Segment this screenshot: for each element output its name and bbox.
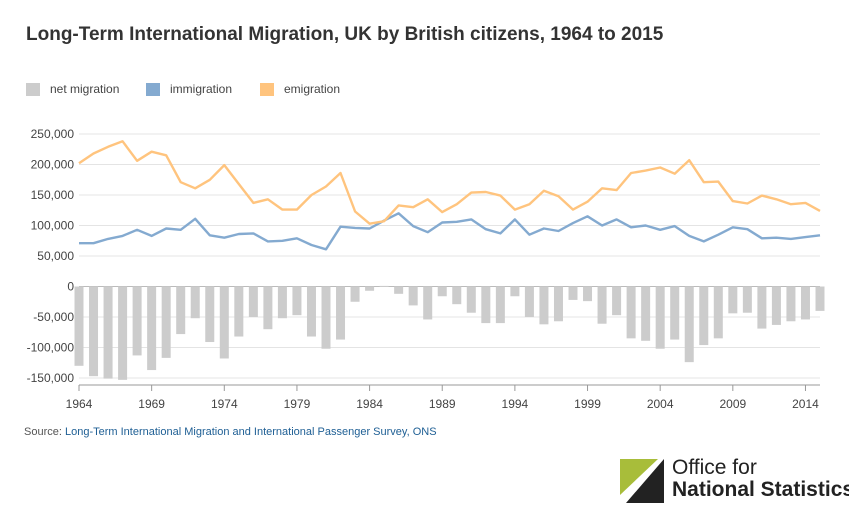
net-migration-bar <box>771 286 781 325</box>
y-tick-label: 250,000 <box>31 127 75 141</box>
net-migration-bar <box>321 286 331 349</box>
source-link[interactable]: Long-Term International Migration and In… <box>64 426 437 438</box>
net-migration-bar <box>583 286 593 302</box>
y-tick-label: 100,000 <box>31 219 75 233</box>
net-migration-bar <box>728 286 738 314</box>
net-migration-bar <box>495 286 505 324</box>
net-migration-bar <box>89 286 99 377</box>
x-tick-label: 1989 <box>429 397 456 411</box>
y-tick-label: -150,000 <box>27 371 75 385</box>
ons-logo-text: Office for National Statistics <box>672 457 849 501</box>
net-migration-bar <box>670 286 680 340</box>
net-migration-bar <box>815 286 825 311</box>
legend-swatch-immigration <box>146 82 160 96</box>
ons-logo: Office for National Statistics <box>620 455 849 505</box>
x-tick-label: 2009 <box>719 397 746 411</box>
net-migration-bar <box>365 286 375 291</box>
net-migration-bar <box>597 286 607 324</box>
ons-logo-mark-icon <box>620 459 664 503</box>
net-migration-bar <box>786 286 796 322</box>
legend-item-immigration[interactable]: immigration <box>146 82 232 96</box>
ons-logo-line2: National Statistics <box>672 478 849 501</box>
net-migration-bar <box>742 286 752 313</box>
net-migration-bar <box>118 286 128 380</box>
net-migration-bar <box>103 286 113 379</box>
x-tick-label: 2014 <box>792 397 819 411</box>
x-tick-label: 1974 <box>211 397 238 411</box>
net-migration-bar <box>641 286 651 341</box>
net-migration-bar <box>176 286 186 335</box>
net-migration-bar <box>190 286 200 319</box>
x-tick-label: 1969 <box>138 397 165 411</box>
net-migration-bar <box>263 286 273 330</box>
legend-label-net-migration: net migration <box>50 82 120 96</box>
net-migration-bar <box>626 286 636 339</box>
y-tick-label: 200,000 <box>31 158 75 172</box>
immigration-line <box>79 212 821 251</box>
net-migration-bar <box>510 286 520 297</box>
net-migration-bar <box>800 286 810 320</box>
net-migration-bar <box>205 286 215 343</box>
emigration-line <box>78 140 821 225</box>
net-migration-bar <box>350 286 360 302</box>
net-migration-bar <box>553 286 563 322</box>
y-tick-label: 150,000 <box>31 188 75 202</box>
legend-label-emigration: emigration <box>284 82 341 96</box>
net-migration-bar <box>539 286 549 325</box>
chart-plot-area: -150,000 -100,000 -50,000 0 50,000 100,000 150… <box>27 127 825 411</box>
net-migration-bar <box>684 286 694 363</box>
net-migration-bar <box>481 286 491 324</box>
net-migration-bar <box>423 286 433 320</box>
legend-swatch-net-migration <box>26 82 40 96</box>
net-migration-bar <box>568 286 578 300</box>
net-migration-bar <box>234 286 244 337</box>
net-migration-bar <box>306 286 316 337</box>
net-migration-bar <box>219 286 229 359</box>
net-migration-bar <box>437 286 447 297</box>
legend-label-immigration: immigration <box>170 82 233 96</box>
net-migration-bar <box>452 286 462 305</box>
x-tick-label: 1984 <box>356 397 383 411</box>
net-migration-bar <box>277 286 287 319</box>
y-tick-label: -100,000 <box>27 341 75 355</box>
legend-swatch-emigration <box>260 82 274 96</box>
net-migration-bar <box>74 286 84 366</box>
net-migration-bar <box>132 286 142 356</box>
x-tick-label: 1964 <box>66 397 93 411</box>
source-prefix: Source: <box>24 426 62 438</box>
net-migration-bar <box>248 286 258 317</box>
x-tick-label: 1979 <box>284 397 311 411</box>
net-migration-bar <box>379 285 389 287</box>
net-migration-bar <box>524 286 534 317</box>
x-tick-label: 1999 <box>574 397 601 411</box>
net-migration-bar <box>147 286 157 371</box>
net-migration-bar <box>757 286 767 329</box>
chart-title: Long-Term International Migration, UK by… <box>26 24 664 45</box>
ons-logo-line1: Office for <box>672 456 757 479</box>
net-migration-bar <box>655 286 665 349</box>
net-migration-bar <box>336 286 346 340</box>
net-migration-bar <box>612 286 622 316</box>
legend-item-emigration[interactable]: emigration <box>260 82 340 96</box>
y-tick-label: 0 <box>67 280 74 294</box>
net-migration-bar <box>466 286 476 313</box>
x-tick-label: 2004 <box>647 397 674 411</box>
net-migration-bar <box>394 286 404 294</box>
net-migration-bar <box>713 286 723 339</box>
y-tick-label: 50,000 <box>37 249 74 263</box>
net-migration-bar <box>292 286 302 316</box>
net-migration-bar <box>699 286 709 346</box>
net-migration-bar <box>161 286 171 358</box>
net-migration-bar <box>408 286 418 306</box>
source-note: Source: Long-Term International Migratio… <box>24 426 437 438</box>
legend-item-net-migration[interactable]: net migration <box>26 82 119 96</box>
y-tick-label: -50,000 <box>33 310 74 324</box>
x-tick-label: 1994 <box>502 397 529 411</box>
